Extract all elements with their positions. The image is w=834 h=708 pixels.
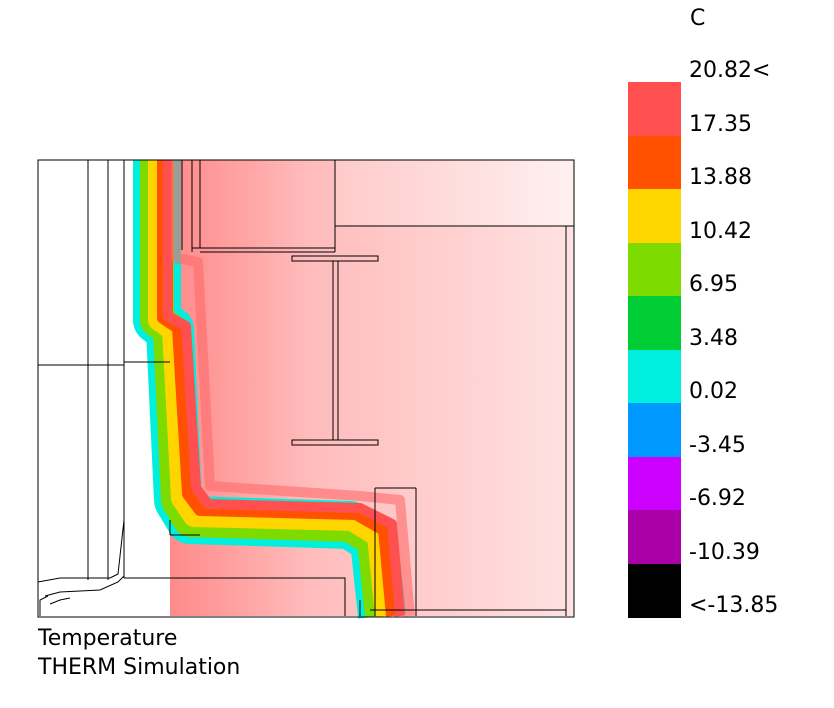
legend-tick-label: -6.92 — [689, 486, 746, 511]
legend-tick-label: 0.02 — [689, 379, 738, 404]
legend-tick-label: <-13.85 — [689, 593, 779, 618]
legend-tick-label: -10.39 — [689, 539, 760, 565]
legend-tick-label: 10.42 — [689, 218, 752, 244]
legend-swatch — [628, 189, 681, 243]
legend-swatch — [628, 349, 681, 404]
legend-swatch — [628, 510, 681, 564]
legend-swatch — [628, 403, 681, 457]
legend-tick-label: 17.35 — [689, 111, 752, 137]
legend-swatch — [628, 296, 681, 350]
legend-tick-label: 3.48 — [689, 325, 738, 351]
legend-swatch — [628, 242, 681, 297]
legend-tick-label: 13.88 — [689, 165, 752, 190]
legend-swatch — [628, 82, 681, 136]
isotherm-band — [133, 160, 415, 619]
legend-tick-label: 20.82< — [689, 58, 771, 83]
legend-tick-label: 6.95 — [689, 272, 738, 297]
assembly-outlines — [37, 159, 575, 618]
caption-subtitle: THERM Simulation — [38, 655, 241, 680]
legend-tick-label: -3.45 — [689, 432, 746, 458]
legend-swatch — [628, 456, 681, 511]
caption-title: Temperature — [38, 626, 178, 651]
legend-swatch — [628, 135, 681, 190]
legend-unit: C — [690, 6, 706, 31]
legend-swatch — [628, 563, 681, 618]
